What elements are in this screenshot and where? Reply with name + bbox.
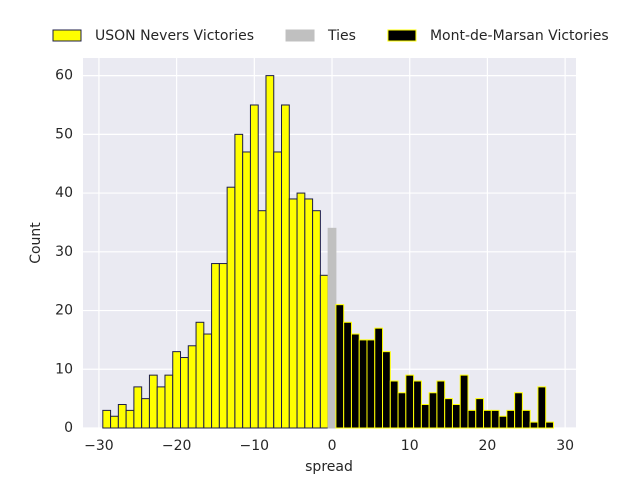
bar <box>117 404 127 429</box>
bar <box>428 392 438 429</box>
bar <box>529 421 539 429</box>
bar <box>242 151 251 429</box>
bar <box>366 339 376 429</box>
bar <box>172 351 182 429</box>
bar <box>436 380 446 429</box>
legend-swatch <box>52 29 82 42</box>
x-tick-label: −20 <box>162 438 192 454</box>
bar <box>226 186 236 429</box>
y-tick-label: 40 <box>55 185 73 201</box>
bar <box>296 192 306 429</box>
legend-label: Ties <box>327 28 356 44</box>
bar <box>102 409 112 429</box>
bar <box>335 304 345 429</box>
y-tick-label: 0 <box>64 420 73 436</box>
bar <box>187 345 197 429</box>
bar <box>304 198 314 429</box>
y-tick-label: 10 <box>55 361 73 377</box>
bar <box>467 409 477 429</box>
bar <box>420 404 430 429</box>
y-tick-label: 30 <box>55 244 73 260</box>
bar <box>327 227 337 429</box>
y-axis-label: Count <box>28 222 44 264</box>
bar <box>451 404 461 429</box>
bar <box>521 409 531 429</box>
bar <box>545 421 554 429</box>
bar <box>273 151 283 429</box>
bar <box>125 409 135 429</box>
legend-swatch <box>387 29 417 42</box>
y-tick-label: 20 <box>55 303 73 319</box>
bar <box>110 415 119 429</box>
bar <box>265 75 275 429</box>
bar <box>141 398 150 429</box>
legend-label: USON Nevers Victories <box>95 28 254 44</box>
legend-label: Mont-de-Marsan Victories <box>430 28 609 44</box>
bar <box>203 333 213 429</box>
bar <box>211 263 220 429</box>
bar <box>413 380 422 429</box>
bar <box>389 380 399 429</box>
bar <box>374 327 384 429</box>
bar <box>475 398 485 429</box>
y-tick-label: 60 <box>55 68 73 84</box>
bar <box>249 104 259 429</box>
bar <box>506 409 516 429</box>
bar <box>514 392 523 429</box>
x-tick-label: −10 <box>240 438 270 454</box>
bar <box>281 104 290 429</box>
bar <box>483 409 492 429</box>
bar <box>444 398 453 429</box>
bar <box>312 210 321 429</box>
legend-swatch <box>285 29 315 42</box>
bar <box>397 392 407 429</box>
bar <box>156 386 166 429</box>
bar <box>288 198 298 429</box>
bar <box>234 133 244 429</box>
bar <box>218 263 228 429</box>
bar <box>180 357 189 429</box>
x-tick-label: −30 <box>84 438 114 454</box>
x-tick-label: 0 <box>328 438 337 454</box>
bar <box>459 374 469 429</box>
bar <box>382 351 391 429</box>
bar <box>343 321 352 429</box>
x-axis-label: spread <box>305 459 353 475</box>
y-tick-label: 50 <box>55 126 73 142</box>
bar <box>133 386 143 429</box>
bar <box>319 274 329 429</box>
bar <box>195 321 205 429</box>
bar <box>537 386 547 429</box>
bar <box>498 415 508 429</box>
bar <box>257 210 267 429</box>
bar <box>358 339 368 429</box>
bar <box>350 333 360 429</box>
bar <box>164 374 174 429</box>
x-tick-label: 10 <box>401 438 419 454</box>
bar <box>148 374 158 429</box>
x-tick-label: 20 <box>479 438 497 454</box>
x-tick-label: 30 <box>556 438 574 454</box>
bar <box>405 374 415 429</box>
bar <box>490 409 500 429</box>
